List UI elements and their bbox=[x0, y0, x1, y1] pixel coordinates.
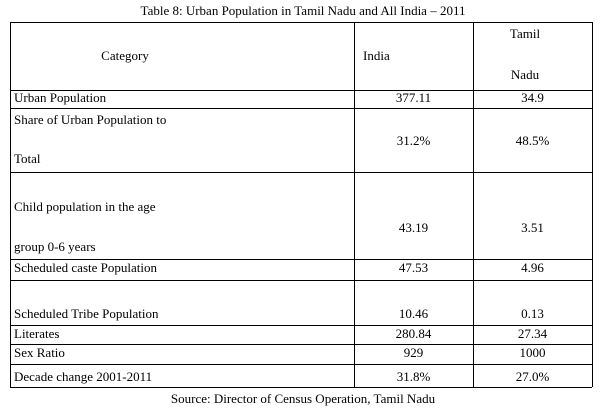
tamil-nadu-value: 1000 bbox=[520, 345, 546, 360]
row-label: Urban Population bbox=[14, 90, 107, 105]
tamil-nadu-value: 4.96 bbox=[521, 260, 544, 275]
india-value: 377.11 bbox=[396, 90, 431, 105]
india-value: 31.8% bbox=[397, 369, 431, 384]
tamil-nadu-value: 3.51 bbox=[521, 220, 544, 235]
india-value: 10.46 bbox=[399, 306, 429, 321]
tamil-nadu-value: 48.5% bbox=[516, 133, 550, 148]
tamil-nadu-value: 34.9 bbox=[521, 90, 544, 105]
header-category: Category bbox=[101, 48, 149, 63]
header-tamil-nadu: Nadu bbox=[511, 67, 540, 82]
source-note: Source: Director of Census Operation, Ta… bbox=[171, 391, 436, 406]
row-label: Scheduled caste Population bbox=[14, 260, 157, 275]
row-label: Decade change 2001-2011 bbox=[14, 369, 152, 384]
india-value: 43.19 bbox=[399, 220, 428, 235]
row-label: Total bbox=[14, 151, 41, 166]
row-label: Sex Ratio bbox=[14, 345, 65, 360]
india-value: 280.84 bbox=[396, 326, 432, 341]
header-tamil-nadu: Tamil bbox=[510, 26, 541, 41]
tamil-nadu-value: 27.34 bbox=[518, 326, 548, 341]
row-label: Literates bbox=[14, 326, 59, 341]
header-india: India bbox=[363, 48, 390, 63]
tamil-nadu-value: 27.0% bbox=[516, 369, 550, 384]
tamil-nadu-value: 0.13 bbox=[521, 306, 544, 321]
row-label: Scheduled Tribe Population bbox=[14, 306, 159, 321]
india-value: 47.53 bbox=[399, 260, 428, 275]
row-label: group 0-6 years bbox=[14, 239, 96, 254]
row-label: Child population in the age bbox=[14, 199, 156, 214]
table-title: Table 8: Urban Population in Tamil Nadu … bbox=[141, 3, 466, 18]
row-label: Share of Urban Population to bbox=[14, 112, 166, 127]
india-value: 31.2% bbox=[397, 133, 431, 148]
india-value: 929 bbox=[404, 345, 424, 360]
